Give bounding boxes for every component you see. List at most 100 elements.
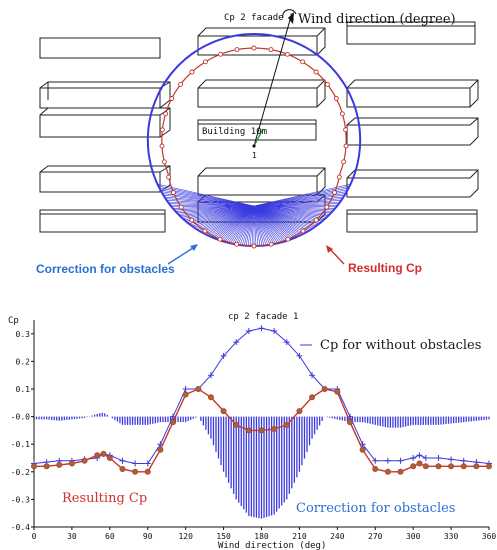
hatch-line — [253, 205, 284, 242]
point-without-obstacles — [132, 460, 139, 467]
point-resulting — [346, 419, 353, 426]
chart-title: cp 2 facade 1 — [228, 312, 298, 322]
panel-label: Cp 2 facade 1 — [224, 13, 294, 23]
x-tick-label: 360 — [482, 532, 497, 541]
point-resulting — [271, 426, 278, 433]
x-tick-label: 300 — [406, 532, 421, 541]
point-resulting — [144, 468, 151, 475]
y-tick-label: -0.2 — [11, 468, 30, 477]
point-resulting — [170, 419, 177, 426]
hatch-line — [226, 205, 255, 243]
point-resulting — [94, 452, 101, 459]
hatch-line — [253, 205, 267, 246]
point-resulting — [233, 421, 240, 428]
wind-arrow — [252, 9, 297, 148]
polar-marker — [251, 243, 257, 249]
annotation-resulting-top: Resulting Cp — [348, 261, 422, 275]
polar-marker — [166, 174, 172, 180]
building-r2 — [346, 79, 479, 108]
point-without-obstacles — [182, 386, 189, 392]
polar-marker — [339, 111, 345, 117]
building-m3 — [197, 167, 326, 196]
polar-marker — [234, 47, 240, 53]
x-tick-label: 150 — [216, 532, 231, 541]
point-without-obstacles — [296, 352, 303, 359]
hatch-line — [235, 205, 255, 245]
x-tick-label: 180 — [254, 532, 269, 541]
point-resulting — [106, 454, 113, 461]
hatch-line — [253, 205, 269, 246]
polar-marker — [300, 59, 306, 65]
point-resulting — [43, 463, 50, 470]
point-resulting — [245, 427, 252, 434]
polar-marker — [163, 111, 169, 117]
point-without-obstacles — [245, 328, 252, 335]
polar-resulting-markers — [159, 45, 349, 249]
hatch-line — [253, 205, 263, 246]
x-tick-label: 270 — [368, 532, 383, 541]
polar-marker — [202, 228, 208, 234]
hatch-line — [253, 205, 280, 244]
polar-marker — [324, 204, 330, 210]
building-target — [197, 119, 317, 141]
annotation-resulting-cp: Resulting Cp — [62, 491, 147, 506]
hatch-line — [253, 205, 271, 245]
point-without-obstacles — [435, 455, 442, 461]
point-without-obstacles — [410, 455, 417, 461]
point-resulting — [422, 463, 429, 470]
point-resulting — [410, 463, 417, 470]
hatch-line — [241, 205, 255, 246]
hatch-line — [249, 205, 255, 246]
site-diagram: Cp 2 facade 1 Building 10m 1 Wind direct… — [36, 9, 479, 276]
obstacle-buildings — [39, 21, 479, 233]
point-without-obstacles — [397, 457, 404, 464]
point-without-obstacles — [258, 325, 265, 332]
polar-marker — [268, 47, 274, 53]
building-l3 — [39, 107, 171, 138]
cp-chart: cp 2 facade 1 Cp Wind direction (deg) 0.… — [8, 312, 496, 550]
annotation-arrows — [167, 244, 345, 265]
x-tick-label: 330 — [444, 532, 459, 541]
polar-marker — [341, 159, 347, 165]
building-r5 — [346, 209, 478, 233]
building-r1 — [346, 21, 476, 45]
point-resulting — [321, 385, 328, 392]
polar-marker — [251, 45, 257, 51]
polar-marker — [285, 236, 291, 242]
hatch-line — [245, 205, 255, 246]
point-resulting — [397, 468, 404, 475]
building-m1 — [197, 27, 326, 56]
hatch-line — [239, 205, 255, 246]
point-without-obstacles — [372, 457, 379, 464]
chart-annotations: Cp for without obstacles Resulting Cp Co… — [62, 338, 481, 516]
point-resulting — [448, 463, 455, 470]
polar-marker — [343, 143, 349, 149]
point-resulting — [68, 460, 75, 467]
hatch-line — [220, 205, 255, 241]
building-m2 — [197, 79, 326, 108]
x-tick-label: 60 — [105, 532, 115, 541]
hatch-line — [228, 205, 255, 244]
polar-marker — [169, 96, 175, 101]
polar-marker — [333, 96, 339, 101]
point-resulting — [119, 466, 126, 473]
polar-marker — [313, 69, 319, 75]
series-markers-resulting — [30, 385, 492, 475]
y-tick-label: -0.0 — [11, 413, 30, 422]
hatch-line — [253, 205, 278, 244]
polar-marker — [189, 69, 195, 75]
building-l4 — [39, 165, 171, 193]
annotation-wind-direction: Wind direction (degree) — [298, 12, 456, 27]
y-axis-label: Cp — [8, 316, 19, 326]
point-resulting — [182, 391, 189, 398]
hatch-line — [243, 205, 255, 246]
point-without-obstacles — [233, 339, 240, 346]
polar-marker — [343, 127, 349, 133]
point-without-obstacles — [119, 457, 126, 464]
building-l1 — [39, 37, 161, 59]
polar-marker — [324, 81, 330, 87]
x-axis-label: Wind direction (deg) — [218, 541, 326, 550]
hatch-line — [253, 205, 259, 246]
polar-marker — [161, 159, 167, 165]
building-r4 — [346, 169, 479, 198]
